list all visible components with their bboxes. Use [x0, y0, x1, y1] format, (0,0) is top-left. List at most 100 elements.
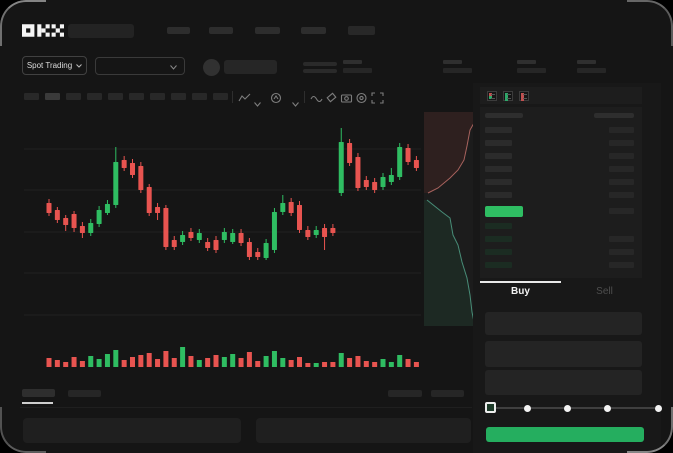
bid-row-price[interactable] [485, 223, 512, 229]
ticker-stat-label-1 [343, 60, 362, 64]
depth-bids-line [426, 199, 475, 323]
candle-body [171, 240, 177, 247]
timeframe-button-10[interactable] [213, 93, 228, 100]
volume-bar [313, 363, 319, 367]
slider-stop-4[interactable] [604, 405, 611, 412]
bid-row-price[interactable] [485, 249, 512, 255]
amount-slider-handle[interactable] [485, 402, 496, 413]
candle-body [46, 203, 52, 213]
timeframe-button-3[interactable] [66, 93, 81, 100]
ask-row-amount[interactable] [609, 140, 634, 146]
total-input[interactable] [485, 370, 642, 395]
line-tool-icon[interactable] [310, 91, 323, 103]
ask-row-price[interactable] [485, 127, 512, 133]
ask-row-price[interactable] [485, 140, 512, 146]
chart-type-chevron-icon[interactable] [254, 94, 267, 107]
slider-stop-2[interactable] [524, 405, 531, 412]
tab-sell[interactable]: Sell [596, 286, 613, 297]
nav-item-1[interactable] [167, 27, 190, 34]
bottom-tab-1[interactable] [22, 389, 55, 397]
market-type-selector[interactable]: Spot Trading [22, 56, 87, 75]
last-price-bar[interactable] [485, 206, 523, 217]
candle-body [96, 210, 102, 224]
order-book [480, 107, 642, 278]
pair-dropdown[interactable] [95, 57, 185, 75]
candle-body [130, 163, 135, 175]
timeframe-button-8[interactable] [171, 93, 186, 100]
slider-stop-3[interactable] [564, 405, 571, 412]
volume-bar [405, 359, 411, 367]
last-price-amount [609, 208, 634, 214]
ask-row-amount[interactable] [609, 192, 634, 198]
amount-slider-track[interactable] [490, 407, 655, 409]
candlestick-chart[interactable] [24, 110, 421, 334]
fullscreen-icon[interactable] [371, 91, 384, 104]
bottom-right-control-2[interactable] [431, 390, 464, 397]
depth-chart-panel [424, 112, 479, 326]
ask-row-amount[interactable] [609, 166, 634, 172]
candle-body [221, 232, 227, 240]
price-input[interactable] [485, 312, 642, 335]
volume-bar [121, 360, 127, 367]
orderbook-asks-view-icon[interactable] [519, 90, 529, 101]
volume-bar [205, 358, 211, 367]
bottom-tab-2[interactable] [68, 390, 101, 397]
nav-item-4[interactable] [301, 27, 326, 34]
volume-bar [196, 360, 202, 367]
nav-item-5[interactable] [348, 26, 375, 35]
ask-row-price[interactable] [485, 166, 512, 172]
candle-body [138, 166, 144, 190]
tab-buy[interactable]: Buy [511, 286, 530, 297]
candle-body [79, 226, 85, 233]
bottom-right-control-1[interactable] [388, 390, 422, 397]
volume-bar [246, 352, 252, 367]
ask-row-price[interactable] [485, 192, 512, 198]
timeframe-button-2[interactable] [45, 93, 60, 100]
timeframe-button-1[interactable] [24, 93, 39, 100]
tag-tool-icon[interactable] [325, 91, 338, 103]
change-line-placeholder [303, 69, 337, 73]
indicators-icon[interactable] [270, 91, 283, 104]
ask-row-amount[interactable] [609, 127, 634, 133]
ask-row-price[interactable] [485, 153, 512, 159]
candle-body [54, 210, 60, 220]
search-input[interactable] [68, 24, 134, 38]
ask-row-amount[interactable] [609, 179, 634, 185]
candle-body [313, 230, 319, 235]
camera-icon[interactable] [340, 91, 353, 103]
volume-bar [305, 363, 311, 367]
timeframe-button-9[interactable] [192, 93, 207, 100]
volume-bar [163, 351, 169, 367]
volume-bar [71, 357, 77, 367]
bid-row-price[interactable] [485, 262, 512, 268]
bid-row-amount[interactable] [609, 236, 634, 242]
amount-input[interactable] [485, 341, 642, 367]
coin-avatar[interactable] [203, 59, 220, 76]
orders-panel-placeholder-1 [23, 418, 241, 443]
top-navigation-bar [0, 0, 673, 48]
volume-bar [130, 357, 135, 367]
slider-stop-5[interactable] [655, 405, 662, 412]
timeframe-button-7[interactable] [150, 93, 165, 100]
nav-item-2[interactable] [209, 27, 233, 34]
timeframe-button-6[interactable] [129, 93, 144, 100]
candle-body [213, 240, 219, 250]
ask-row-price[interactable] [485, 179, 512, 185]
ask-row-amount[interactable] [609, 153, 634, 159]
bid-row-amount[interactable] [609, 249, 634, 255]
indicators-chevron-icon[interactable] [292, 94, 305, 107]
settings-icon[interactable] [355, 91, 368, 104]
nav-item-3[interactable] [255, 27, 280, 34]
candle-body [372, 182, 378, 190]
bid-row-amount[interactable] [609, 262, 634, 268]
volume-bar [138, 355, 144, 367]
bid-row-price[interactable] [485, 236, 512, 242]
candle-body [71, 214, 77, 228]
chart-type-icon[interactable] [238, 91, 251, 103]
buy-submit-button[interactable] [486, 427, 644, 442]
orderbook-bids-view-icon[interactable] [503, 90, 513, 101]
orderbook-both-view-icon[interactable] [487, 90, 497, 101]
candle-body [188, 232, 194, 238]
timeframe-button-5[interactable] [108, 93, 123, 100]
timeframe-button-4[interactable] [87, 93, 102, 100]
